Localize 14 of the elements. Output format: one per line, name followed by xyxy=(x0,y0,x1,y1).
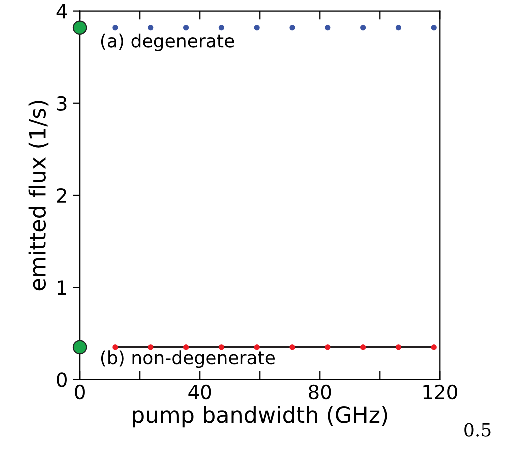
y-tick-label: 4 xyxy=(56,4,68,19)
x-tick-label: 80 xyxy=(309,384,332,400)
y-tick-label: 1 xyxy=(58,280,66,295)
annotation: (b) non-degenerate xyxy=(101,350,276,368)
x-tick-label: 120 xyxy=(424,384,458,400)
annotation: (a) degenerate xyxy=(101,34,234,52)
y-axis-title: emitted flux (1/s) xyxy=(28,101,49,291)
x-tick-label: 0 xyxy=(75,384,85,400)
y-tick-label: 0 xyxy=(57,372,67,388)
x-tick-label: 40 xyxy=(188,384,212,400)
x-axis-title: pump bandwidth (GHz) xyxy=(133,406,388,428)
y-tick-label: 3 xyxy=(57,96,67,112)
text: 0.5 xyxy=(464,423,491,437)
y-tick-label: 2 xyxy=(57,188,66,203)
